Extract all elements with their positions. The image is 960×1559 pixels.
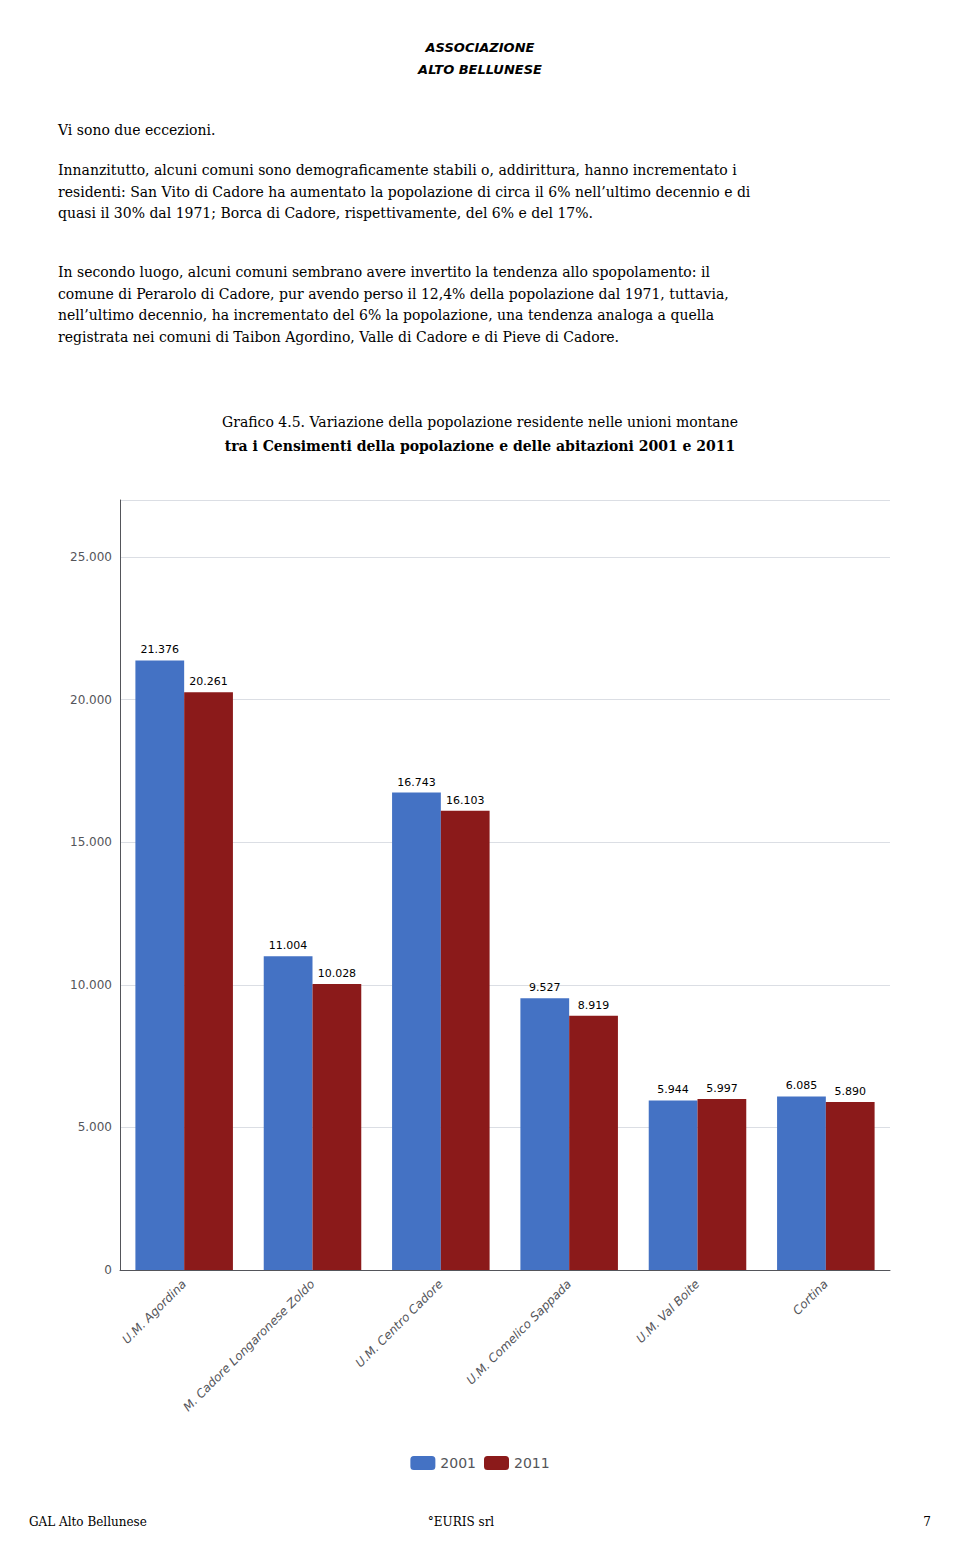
svg-text:16.103: 16.103 xyxy=(446,794,485,807)
svg-text:5.944: 5.944 xyxy=(657,1083,689,1096)
svg-text:5.000: 5.000 xyxy=(78,1120,112,1134)
svg-text:9.527: 9.527 xyxy=(529,981,561,994)
svg-text:M. Cadore Longaronese Zoldo: M. Cadore Longaronese Zoldo xyxy=(180,1277,317,1414)
svg-text:tra i Censimenti della popolaz: tra i Censimenti della popolazione e del… xyxy=(225,438,736,454)
svg-text:16.743: 16.743 xyxy=(397,776,436,789)
html-text:In secondo luogo, alcuni comun: In secondo luogo, alcuni comuni sembrano… xyxy=(58,264,729,346)
svg-text:2011: 2011 xyxy=(514,1455,550,1471)
svg-text:U.M. Agordina: U.M. Agordina xyxy=(119,1277,189,1347)
svg-text:U.M. Comelico Sappada: U.M. Comelico Sappada xyxy=(464,1277,574,1387)
svg-text:20.261: 20.261 xyxy=(189,675,228,688)
html-text:Innanzitutto, alcuni comuni so: Innanzitutto, alcuni comuni sono demogra… xyxy=(58,162,751,222)
svg-text:25.000: 25.000 xyxy=(70,550,112,564)
html-text:ASSOCIAZIONE: ASSOCIAZIONE xyxy=(425,40,535,55)
svg-text:Grafico 4.5. Variazione della: Grafico 4.5. Variazione della popolazion… xyxy=(222,414,738,430)
svg-text:21.376: 21.376 xyxy=(141,643,180,656)
svg-text:20.000: 20.000 xyxy=(70,693,112,707)
svg-text:U.M. Val Boite: U.M. Val Boite xyxy=(634,1277,703,1346)
svg-text:5.997: 5.997 xyxy=(706,1082,738,1095)
html-text:ALTO BELLUNESE: ALTO BELLUNESE xyxy=(418,62,542,77)
svg-text:8.919: 8.919 xyxy=(578,999,610,1012)
html-text:GAL Alto Bellunese: GAL Alto Bellunese xyxy=(29,1515,147,1529)
svg-text:U.M. Centro Cadore: U.M. Centro Cadore xyxy=(353,1277,446,1370)
svg-text:0: 0 xyxy=(104,1263,112,1277)
svg-text:11.004: 11.004 xyxy=(269,939,308,952)
svg-text:10.000: 10.000 xyxy=(70,978,112,992)
svg-text:10.028: 10.028 xyxy=(318,967,357,980)
html-text:Vi sono due eccezioni.: Vi sono due eccezioni. xyxy=(58,122,216,138)
svg-text:Cortina: Cortina xyxy=(790,1277,831,1318)
html-text:°EURIS srl: °EURIS srl xyxy=(427,1515,495,1529)
html-text:7: 7 xyxy=(923,1515,931,1529)
svg-text:15.000: 15.000 xyxy=(70,835,112,849)
svg-text:6.085: 6.085 xyxy=(786,1079,818,1092)
svg-text:5.890: 5.890 xyxy=(834,1085,866,1098)
svg-text:2001: 2001 xyxy=(440,1455,476,1471)
